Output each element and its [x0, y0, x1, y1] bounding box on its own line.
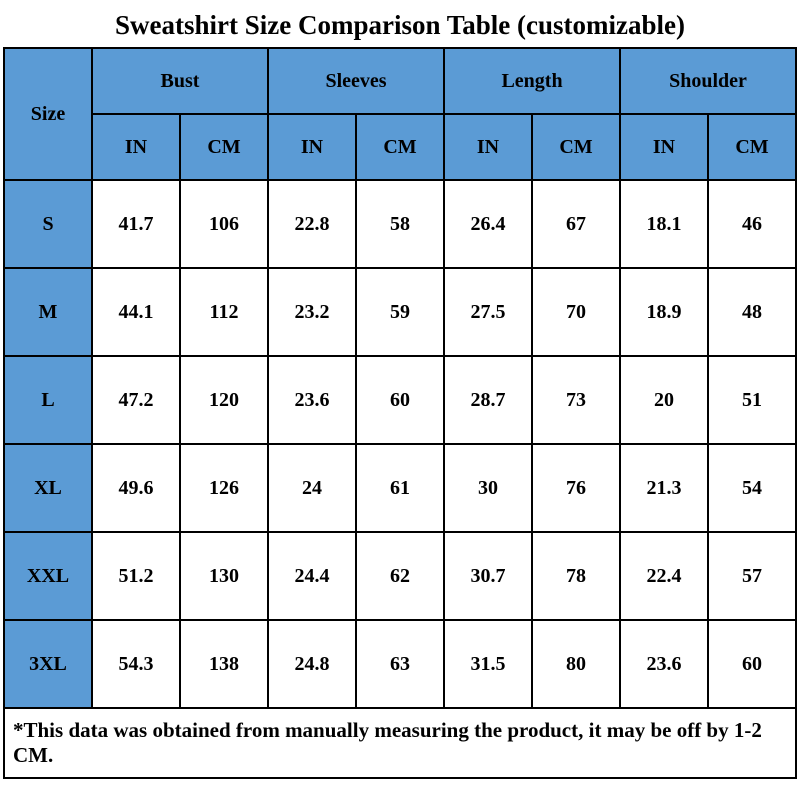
group-header-bust: Bust	[91, 47, 269, 115]
cell-length-in: 30	[443, 443, 533, 533]
size-label: 3XL	[3, 619, 93, 709]
cell-length-cm: 80	[531, 619, 621, 709]
cell-shoulder-in: 18.1	[619, 179, 709, 269]
cell-bust-in: 47.2	[91, 355, 181, 445]
group-header-row: Size Bust Sleeves Length Shoulder	[3, 47, 797, 181]
cell-length-in: 27.5	[443, 267, 533, 357]
table-row-xxl: XXL 51.2 130 24.4 62 30.7 78 22.4 57	[3, 531, 797, 621]
size-label: L	[3, 355, 93, 445]
cell-sleeves-cm: 61	[355, 443, 445, 533]
cell-sleeves-in: 23.2	[267, 267, 357, 357]
cell-length-in: 26.4	[443, 179, 533, 269]
table-row-3xl: 3XL 54.3 138 24.8 63 31.5 80 23.6 60	[3, 619, 797, 709]
cell-bust-in: 41.7	[91, 179, 181, 269]
group-header-sleeves: Sleeves	[267, 47, 445, 115]
cell-bust-in: 44.1	[91, 267, 181, 357]
table-row-s: S 41.7 106 22.8 58 26.4 67 18.1 46	[3, 179, 797, 269]
unit-header-sleeves-in: IN	[267, 113, 357, 181]
size-label: XXL	[3, 531, 93, 621]
cell-bust-cm: 120	[179, 355, 269, 445]
cell-shoulder-in: 20	[619, 355, 709, 445]
cell-shoulder-in: 18.9	[619, 267, 709, 357]
cell-sleeves-in: 23.6	[267, 355, 357, 445]
cell-shoulder-cm: 51	[707, 355, 797, 445]
unit-header-length-cm: CM	[531, 113, 621, 181]
cell-bust-cm: 138	[179, 619, 269, 709]
cell-shoulder-in: 23.6	[619, 619, 709, 709]
cell-shoulder-cm: 48	[707, 267, 797, 357]
unit-header-shoulder-in: IN	[619, 113, 709, 181]
cell-length-in: 28.7	[443, 355, 533, 445]
group-header-length: Length	[443, 47, 621, 115]
size-label: XL	[3, 443, 93, 533]
cell-length-in: 31.5	[443, 619, 533, 709]
cell-bust-in: 49.6	[91, 443, 181, 533]
cell-shoulder-cm: 60	[707, 619, 797, 709]
cell-sleeves-in: 24.8	[267, 619, 357, 709]
cell-shoulder-cm: 46	[707, 179, 797, 269]
cell-sleeves-in: 24.4	[267, 531, 357, 621]
group-header-shoulder: Shoulder	[619, 47, 797, 115]
cell-bust-cm: 106	[179, 179, 269, 269]
page-title: Sweatshirt Size Comparison Table (custom…	[115, 10, 685, 40]
cell-bust-cm: 130	[179, 531, 269, 621]
unit-header-bust-in: IN	[91, 113, 181, 181]
unit-header-bust-cm: CM	[179, 113, 269, 181]
cell-sleeves-cm: 62	[355, 531, 445, 621]
cell-shoulder-in: 22.4	[619, 531, 709, 621]
unit-header-length-in: IN	[443, 113, 533, 181]
table-row-xl: XL 49.6 126 24 61 30 76 21.3 54	[3, 443, 797, 533]
cell-bust-in: 51.2	[91, 531, 181, 621]
size-label: S	[3, 179, 93, 269]
cell-sleeves-cm: 59	[355, 267, 445, 357]
cell-length-cm: 73	[531, 355, 621, 445]
cell-sleeves-cm: 63	[355, 619, 445, 709]
unit-header-sleeves-cm: CM	[355, 113, 445, 181]
cell-bust-cm: 112	[179, 267, 269, 357]
footnote-text: *This data was obtained from manually me…	[3, 707, 797, 779]
cell-length-in: 30.7	[443, 531, 533, 621]
unit-header-row: IN CM IN CM IN CM IN CM	[4, 113, 797, 181]
cell-length-cm: 76	[531, 443, 621, 533]
cell-sleeves-cm: 58	[355, 179, 445, 269]
cell-shoulder-cm: 54	[707, 443, 797, 533]
cell-bust-in: 54.3	[91, 619, 181, 709]
cell-sleeves-in: 24	[267, 443, 357, 533]
cell-length-cm: 67	[531, 179, 621, 269]
cell-length-cm: 70	[531, 267, 621, 357]
cell-shoulder-in: 21.3	[619, 443, 709, 533]
size-column-header: Size	[3, 47, 93, 181]
size-label: M	[3, 267, 93, 357]
cell-shoulder-cm: 57	[707, 531, 797, 621]
cell-sleeves-in: 22.8	[267, 179, 357, 269]
unit-header-shoulder-cm: CM	[707, 113, 797, 181]
size-comparison-table: Size Bust Sleeves Length Shoulder IN CM …	[3, 47, 797, 779]
cell-bust-cm: 126	[179, 443, 269, 533]
cell-sleeves-cm: 60	[355, 355, 445, 445]
footnote-row: *This data was obtained from manually me…	[3, 707, 797, 779]
table-row-l: L 47.2 120 23.6 60 28.7 73 20 51	[3, 355, 797, 445]
cell-length-cm: 78	[531, 531, 621, 621]
table-row-m: M 44.1 112 23.2 59 27.5 70 18.9 48	[3, 267, 797, 357]
